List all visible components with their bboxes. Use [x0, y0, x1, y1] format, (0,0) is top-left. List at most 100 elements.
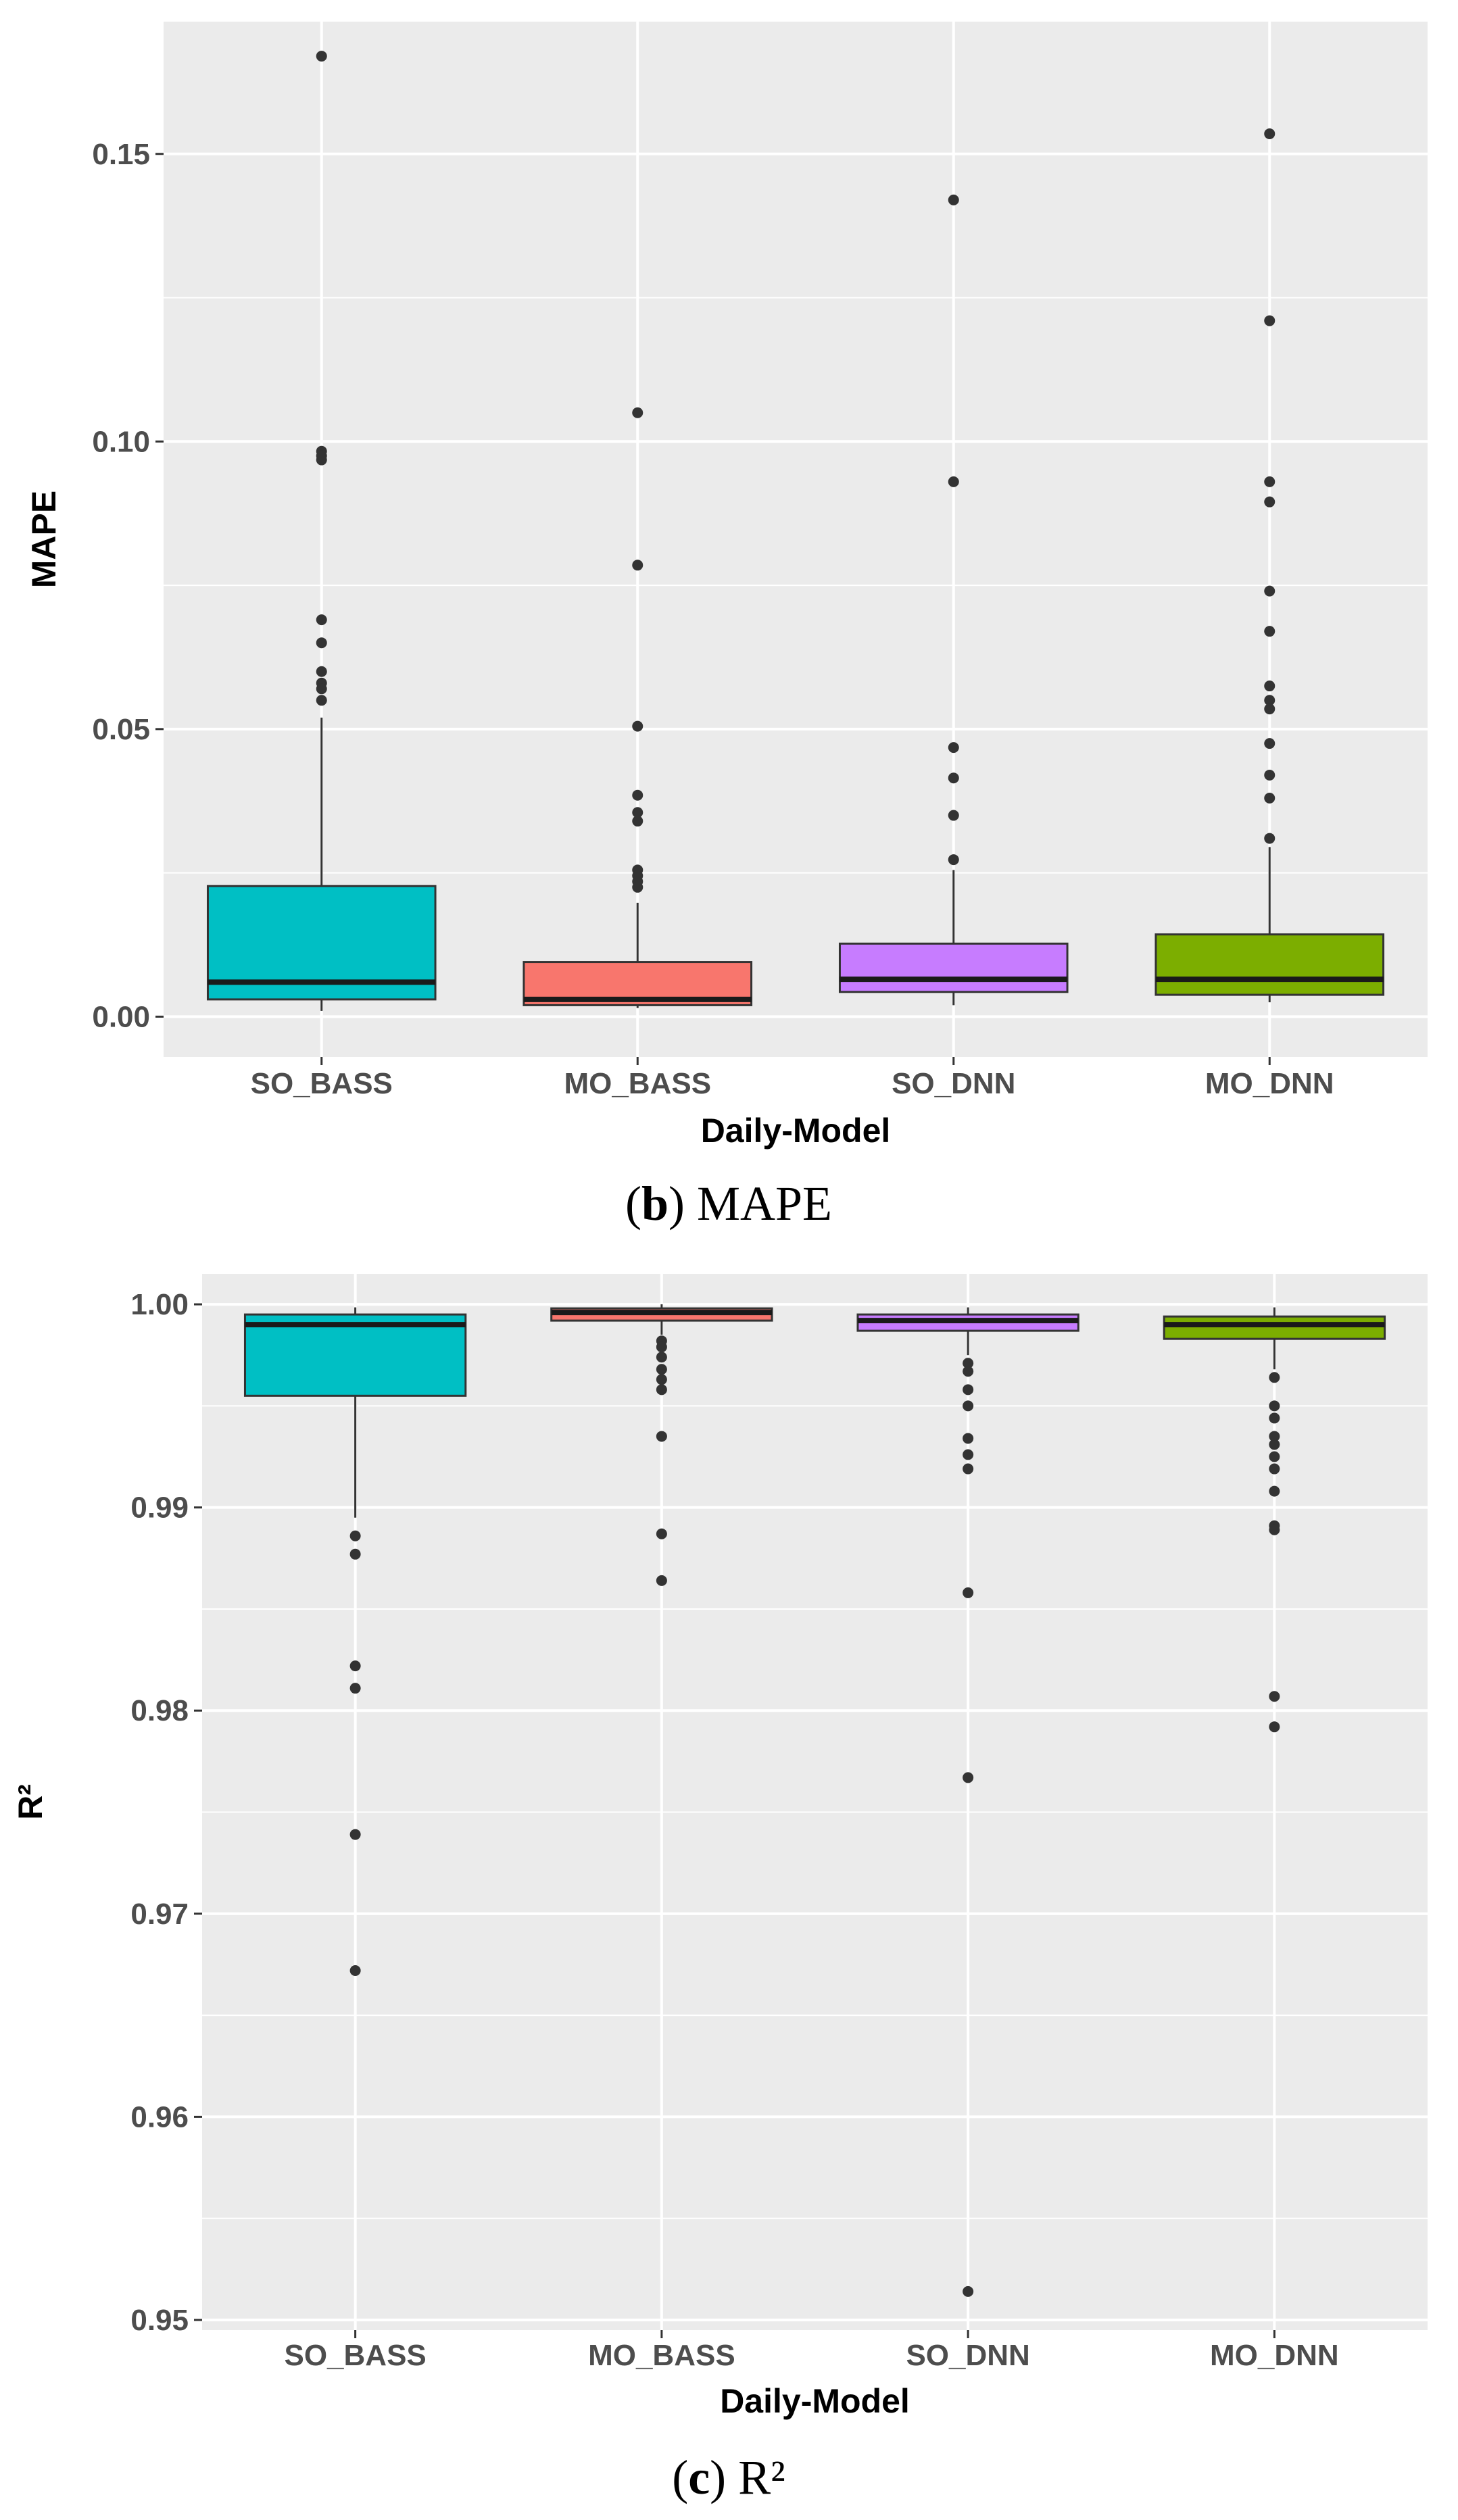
y-tick-label: 0.98 — [130, 1694, 189, 1727]
outlier-point — [632, 881, 643, 893]
outlier-point — [1269, 1439, 1280, 1450]
outlier-point — [349, 1683, 361, 1694]
y-tick-label: 0.99 — [130, 1491, 189, 1525]
chart-panel-b: 0.00 0.05 0.10 0.15 SO_BASS MO_BASS SO_DNN MO_D… — [25, 22, 1428, 1231]
outlier-point — [963, 1384, 974, 1395]
y-tick-label: 0.15 — [92, 138, 150, 171]
y-tick-label: 0.10 — [92, 425, 150, 458]
outlier-point — [963, 2286, 974, 2297]
iqr-box — [1163, 1315, 1386, 1340]
box-so-dnn — [838, 194, 1069, 1006]
box-mo-dnn — [1155, 128, 1385, 1003]
outlier-point — [963, 1587, 974, 1598]
outlier-point — [316, 614, 327, 626]
box-mo-bass — [550, 1304, 773, 1586]
outlier-point — [1264, 626, 1275, 637]
y-tick-label: 0.97 — [130, 1898, 189, 1931]
outlier-point — [1269, 1691, 1280, 1702]
panel-caption: (b) MAPE — [625, 1177, 832, 1231]
outlier-point — [656, 1384, 667, 1395]
outlier-point — [656, 1431, 667, 1442]
outlier-point — [1264, 496, 1275, 508]
outlier-point — [316, 637, 327, 649]
outlier-point — [349, 1660, 361, 1672]
x-tick-label: SO_DNN — [892, 1067, 1015, 1100]
y-tick-label: 1.00 — [130, 1288, 189, 1321]
outlier-point — [963, 1463, 974, 1475]
y-axis-title: R² — [11, 1784, 49, 1820]
outlier-point — [1264, 128, 1275, 139]
box-mo-dnn — [1163, 1307, 1386, 1733]
outlier-point — [948, 854, 959, 866]
outlier-point — [632, 720, 643, 732]
outlier-point — [1264, 703, 1275, 715]
outlier-point — [1264, 315, 1275, 326]
outlier-point — [632, 789, 643, 801]
outlier-point — [948, 772, 959, 784]
outlier-point — [1264, 769, 1275, 781]
outlier-point — [316, 666, 327, 677]
box-so-dnn — [856, 1307, 1079, 2297]
outlier-point — [963, 1772, 974, 1783]
outlier-point — [963, 1449, 974, 1460]
y-axis-title: MAPE — [25, 491, 63, 588]
outlier-point — [1269, 1372, 1280, 1383]
outlier-point — [632, 816, 643, 827]
box-mo-bass — [523, 407, 753, 1008]
outlier-point — [1269, 1431, 1280, 1442]
outlier-point — [963, 1433, 974, 1444]
outlier-point — [948, 194, 959, 205]
box-so-bass — [206, 51, 437, 1011]
outlier-point — [656, 1528, 667, 1539]
iqr-box — [1155, 933, 1385, 996]
outlier-point — [656, 1374, 667, 1385]
panel-caption: (c) R² — [672, 2450, 785, 2504]
y-tick-label: 0.95 — [130, 2304, 189, 2337]
chart-panel-c: 0.95 0.96 0.97 0.98 0.99 1.00 SO_BASS MO_BASS SO… — [11, 1274, 1428, 2504]
y-tick-label: 0.00 — [92, 1000, 150, 1033]
outlier-point — [1269, 1463, 1280, 1475]
outlier-point — [656, 1341, 667, 1353]
x-tick-label: MO_DNN — [1210, 2339, 1339, 2372]
outlier-point — [656, 1352, 667, 1363]
outlier-point — [963, 1400, 974, 1412]
outlier-point — [349, 1965, 361, 1976]
iqr-box — [243, 1313, 467, 1397]
x-tick-label: MO_BASS — [564, 1067, 711, 1100]
outlier-point — [1264, 681, 1275, 692]
x-tick-label: MO_BASS — [588, 2339, 735, 2372]
y-tick-label: 0.96 — [130, 2100, 189, 2133]
x-tick-label: SO_BASS — [284, 2339, 426, 2372]
x-tick-label: SO_BASS — [251, 1067, 393, 1100]
box-so-bass — [243, 1307, 467, 1976]
outlier-point — [1264, 476, 1275, 487]
outlier-point — [1269, 1412, 1280, 1424]
iqr-box — [838, 942, 1069, 993]
outlier-point — [316, 51, 327, 62]
y-tick-label: 0.05 — [92, 713, 150, 746]
outlier-point — [1264, 833, 1275, 844]
outlier-point — [1269, 1721, 1280, 1733]
outlier-point — [1264, 585, 1275, 597]
outlier-point — [316, 695, 327, 706]
outlier-point — [1264, 695, 1275, 706]
outlier-point — [948, 742, 959, 753]
outlier-point — [948, 810, 959, 821]
outlier-point — [349, 1548, 361, 1560]
outlier-point — [656, 1364, 667, 1375]
outlier-point — [632, 407, 643, 418]
outlier-point — [632, 560, 643, 571]
x-tick-label: MO_DNN — [1205, 1067, 1334, 1100]
outlier-point — [349, 1829, 361, 1840]
plot-background — [202, 1274, 1428, 2330]
outlier-point — [316, 454, 327, 466]
outlier-point — [1269, 1524, 1280, 1535]
outlier-point — [316, 683, 327, 695]
outlier-point — [1264, 738, 1275, 749]
outlier-point — [1269, 1400, 1280, 1412]
outlier-point — [656, 1575, 667, 1586]
outlier-point — [1269, 1451, 1280, 1462]
outlier-point — [1269, 1485, 1280, 1497]
x-axis-title: Daily-Model — [720, 2382, 910, 2420]
